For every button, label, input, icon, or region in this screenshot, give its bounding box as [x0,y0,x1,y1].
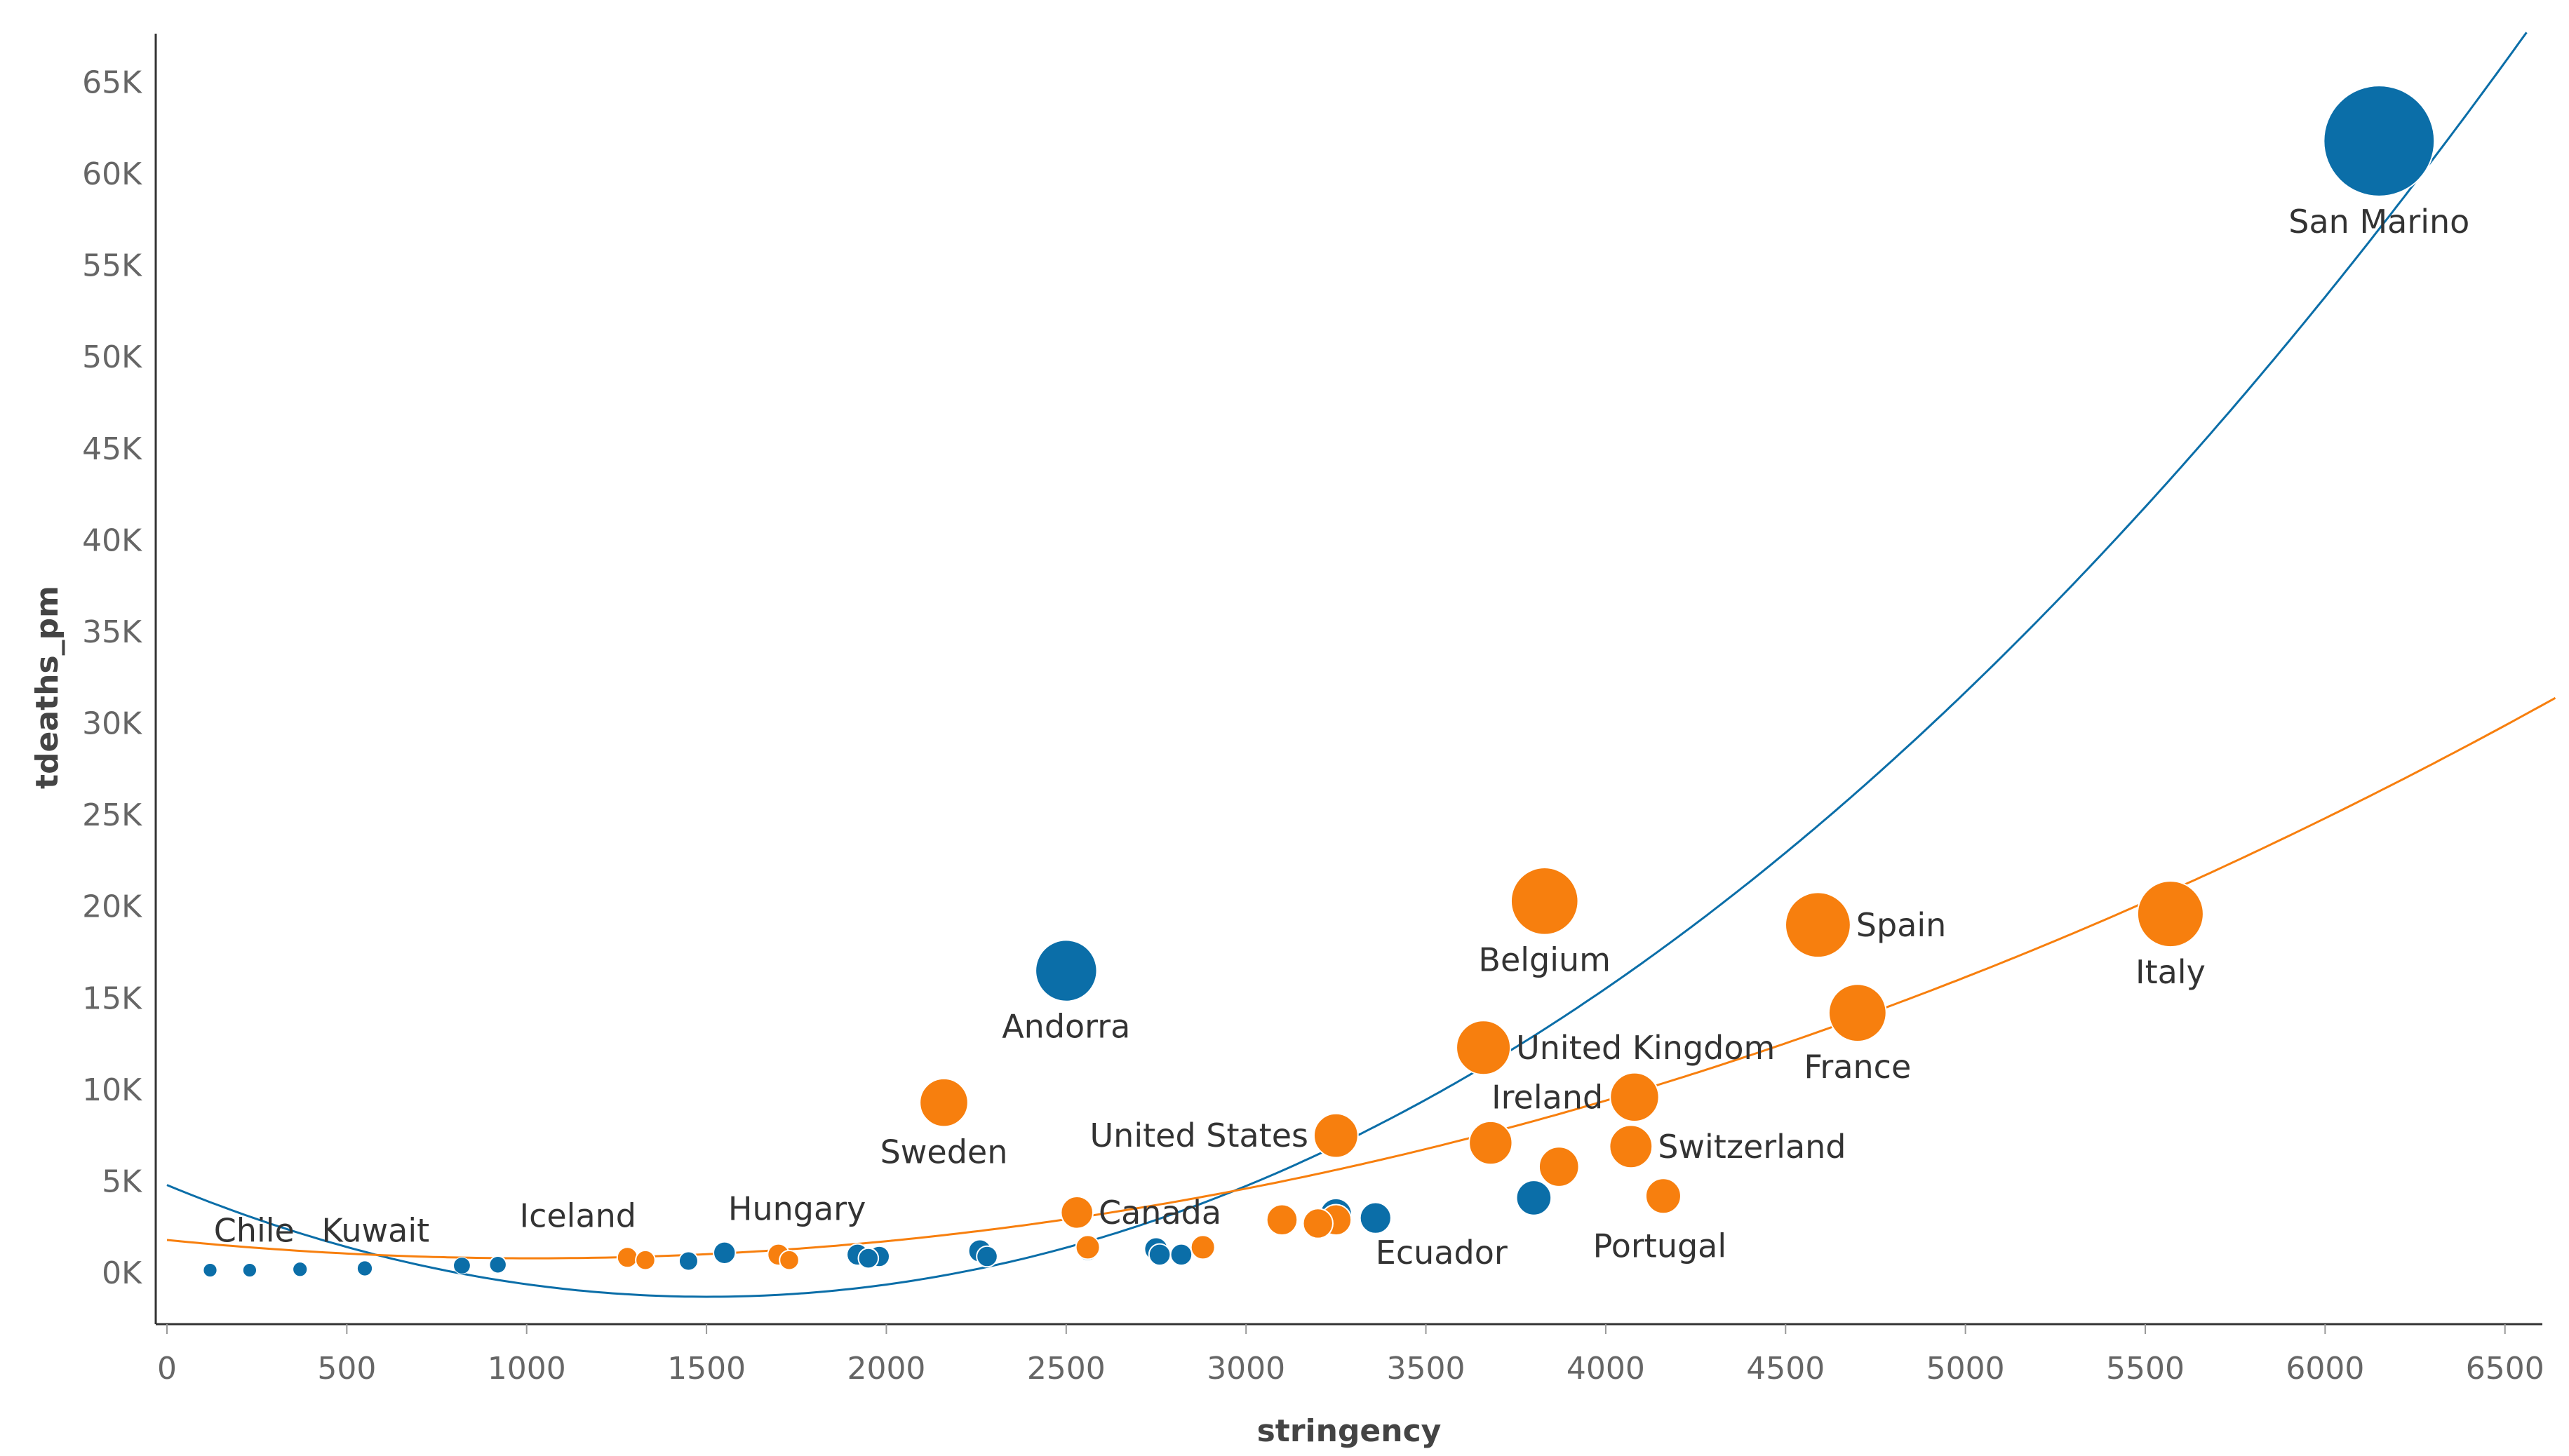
x-tick-label: 3000 [1207,1351,1285,1387]
x-tick-label: 3500 [1387,1351,1465,1387]
y-tick-label: 30K [82,706,142,742]
point-label: United States [1090,1117,1309,1154]
x-tick-label: 1000 [488,1351,566,1387]
trend-lines [166,32,2556,1298]
data-point [1538,1146,1580,1187]
point-label: Canada [1099,1194,1221,1232]
x-tick-label: 4000 [1567,1351,1645,1387]
data-point [1313,1112,1359,1159]
x-tick-label: 2500 [1027,1351,1106,1387]
data-point [1468,1120,1513,1166]
y-axis-title: tdeaths_pm [29,586,65,789]
y-tick-label: 40K [82,523,142,558]
data-point [1785,891,1851,959]
data-point [453,1257,471,1274]
point-label: France [1804,1048,1911,1086]
annotation-label: Iceland [520,1197,636,1235]
data-point [242,1262,257,1278]
y-tick-label: 15K [82,980,142,1016]
y-tick-label: 50K [82,339,142,375]
x-tick-label: 2000 [847,1351,925,1387]
y-tick-label: 5K [102,1164,142,1199]
point-labels: Andorra San Marino Portugal Sweden Canada Uni… [214,203,2470,1272]
data-point [2136,880,2204,948]
x-tick-label: 500 [317,1351,376,1387]
y-tick-label: 20K [82,889,142,925]
y-tick-label: 25K [82,797,142,833]
y-tick-label: 35K [82,614,142,650]
data-point [1302,1208,1334,1239]
point-label: Italy [2135,953,2206,991]
data-point [976,1245,998,1268]
data-point [678,1251,699,1272]
data-point [1148,1243,1172,1267]
data-point [1060,1196,1094,1229]
x-tick-label: 5500 [2106,1351,2185,1387]
point-label: Andorra [1002,1008,1130,1046]
data-points [203,85,2436,1278]
point-label: Spain [1856,906,1947,944]
x-tick-label: 5000 [1926,1351,2005,1387]
annotation-label: Chile [214,1212,295,1250]
data-point [616,1246,638,1269]
data-point [1359,1201,1392,1234]
data-point [293,1262,308,1277]
data-point [1644,1178,1682,1215]
ticks: 0 500 1000 1500 2000 2500 3000 3500 4000 4500 5000… [82,65,2544,1387]
data-point [1169,1243,1193,1267]
x-tick-label: 6000 [2286,1351,2364,1387]
x-tick-label: 6500 [2466,1351,2544,1387]
data-point [203,1262,217,1278]
annotation-label: Ecuador [1376,1234,1508,1272]
data-point [1266,1204,1299,1236]
y-tick-label: 0K [102,1255,142,1291]
data-point [1827,983,1887,1043]
x-axis-title: stringency [1257,1413,1442,1449]
x-tick-label: 4500 [1746,1351,1825,1387]
y-tick-label: 10K [82,1072,142,1108]
data-point [1609,1072,1660,1122]
point-label: Portugal [1593,1227,1727,1265]
data-point [857,1247,880,1269]
data-point [919,1077,969,1128]
data-point [1515,1180,1552,1216]
point-label: Switzerland [1658,1128,1846,1166]
annotation-label: Hungary [728,1189,866,1227]
y-tick-label: 55K [82,248,142,284]
y-tick-label: 45K [82,431,142,467]
data-point [713,1241,737,1265]
data-point [488,1255,507,1274]
data-point [1075,1234,1101,1260]
x-tick-label: 0 [157,1351,177,1387]
y-tick-label: 65K [82,65,142,100]
trend-line-series-1 [166,32,2528,1298]
data-point [1035,939,1098,1002]
data-point [356,1260,373,1276]
data-point [1190,1234,1216,1260]
annotation-label: Kuwait [322,1212,430,1250]
x-tick-label: 1500 [667,1351,746,1387]
data-point [635,1249,656,1271]
data-point [2323,85,2436,197]
data-point [1609,1124,1654,1169]
point-label: San Marino [2288,203,2469,241]
point-label: Ireland [1491,1078,1603,1116]
data-point [779,1249,800,1271]
point-label: Sweden [880,1133,1008,1171]
y-tick-label: 60K [82,156,142,192]
data-point [1510,867,1579,936]
point-label: Belgium [1478,941,1611,979]
data-point [1456,1020,1512,1076]
point-label: United Kingdom [1516,1029,1775,1067]
